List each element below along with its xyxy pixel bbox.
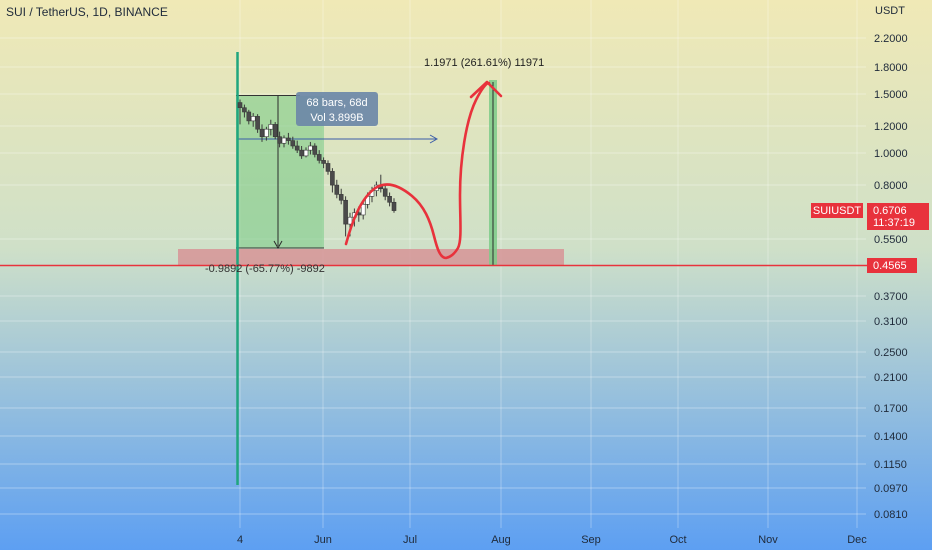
candle-body[interactable] [281,137,287,144]
y-tick-label: 0.2100 [874,372,908,384]
candle-body[interactable] [303,149,309,157]
y-tick-label: 0.0970 [874,483,908,495]
candle-body[interactable] [334,184,340,195]
last-price-box [867,203,929,230]
y-tick-label: 0.1150 [874,459,907,471]
candle-body[interactable] [294,145,300,151]
candle-body[interactable] [264,128,269,137]
y-axis[interactable]: 2.2000 1.8000 1.5000 1.2000 1.0000 0.8000 0.55… [874,33,908,521]
candle-body[interactable] [277,136,282,144]
candle-body[interactable] [325,163,331,172]
x-axis[interactable]: 4 Jun Jul Aug Sep Oct Nov Dec [237,534,867,546]
candle-body[interactable] [246,111,252,122]
candle-body[interactable] [316,154,322,161]
support-zone-box[interactable] [178,249,564,266]
drop-measure-arrowhead [273,240,283,250]
forecast-arrowhead [469,80,503,99]
y-tick-label: 0.1700 [874,403,908,415]
x-tick-label: Aug [491,534,511,546]
candles [237,99,397,237]
candle-body[interactable] [268,124,274,130]
candle-body[interactable] [360,204,366,216]
candle-body[interactable] [391,201,397,211]
candle-body[interactable] [250,116,256,122]
y-tick-label: 2.2000 [874,33,908,45]
candle-body[interactable] [343,199,348,225]
last-price-tag-name: SUIUSDT [813,205,862,217]
y-tick-label: 0.5500 [874,234,908,246]
y-tick-label: 0.0810 [874,509,908,521]
candle-body[interactable] [338,194,344,201]
y-tick-label: 1.2000 [874,121,908,133]
candle-body[interactable] [286,137,291,141]
date-range-label-box [296,92,378,126]
date-range-vol-label: Vol 3.899B [310,112,363,124]
x-tick-label: Jul [403,534,417,546]
currency-label: USDT [875,5,905,17]
candle-body[interactable] [290,140,296,147]
candle-body[interactable] [299,149,304,157]
y-tick-label: 0.2500 [874,347,908,359]
candle-body[interactable] [382,188,388,197]
x-tick-label: 4 [237,534,243,546]
date-range-arrowhead [429,134,439,144]
candle-body[interactable] [242,107,247,113]
candle-body[interactable] [330,171,335,186]
x-tick-label: Oct [669,534,686,546]
y-tick-label: 1.8000 [874,62,908,74]
candle-countdown: 11:37:19 [873,217,915,229]
last-price-value: 0.6706 [873,205,907,217]
y-tick-label: 1.0000 [874,148,908,160]
y-tick-label: 0.3700 [874,291,908,303]
candle-body[interactable] [308,145,313,151]
support-price-value: 0.4565 [873,260,907,272]
drop-measure-label: -0.9892 (-65.77%) -9892 [205,263,325,275]
x-tick-label: Sep [581,534,601,546]
x-tick-label: Dec [847,534,867,546]
support-price-box [867,258,917,273]
candle-body[interactable] [272,124,278,137]
candle-body[interactable] [259,128,265,137]
target-measure-label: 1.1971 (261.61%) 11971 [424,57,544,69]
y-tick-label: 0.8000 [874,180,908,192]
candle-body[interactable] [347,216,353,225]
x-tick-label: Jun [314,534,332,546]
date-range-bars-label: 68 bars, 68d [306,97,367,109]
candle-body[interactable] [312,145,318,155]
x-tick-label: Nov [758,534,778,546]
symbol-title[interactable]: SUI / TetherUS, 1D, BINANCE [6,5,168,19]
last-price-tag-name-box [811,203,863,218]
candle-body[interactable] [255,116,260,130]
candle-body[interactable] [237,102,243,109]
y-tick-label: 0.1400 [874,431,908,443]
candle-body[interactable] [321,160,326,164]
y-tick-label: 0.3100 [874,316,908,328]
forecast-drawing[interactable] [344,81,491,260]
candle-body[interactable] [387,196,392,203]
y-tick-label: 1.5000 [874,89,908,101]
